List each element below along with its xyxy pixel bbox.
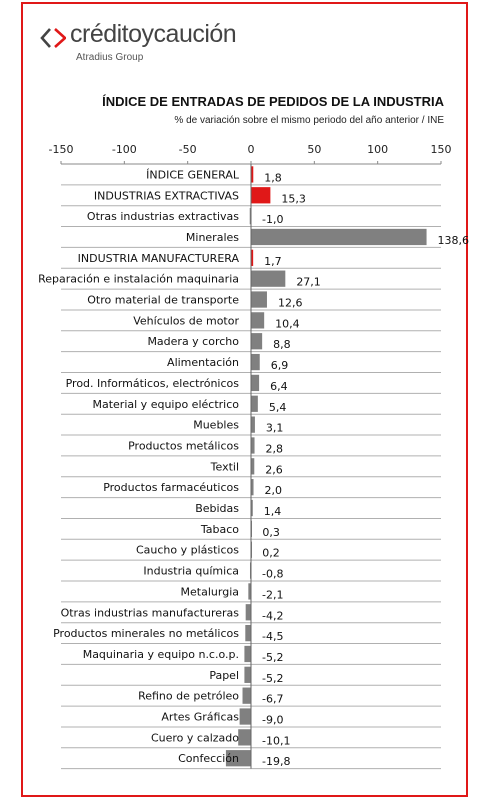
data-label: -6,7 [262, 693, 283, 706]
data-label: 10,4 [275, 317, 300, 330]
category-label: Confección [178, 752, 239, 765]
category-label: Productos minerales no metálicos [53, 627, 239, 640]
chart-title: ÍNDICE DE ENTRADAS DE PEDIDOS DE LA INDU… [102, 94, 444, 109]
data-label: 1,4 [264, 505, 282, 518]
x-tick-label: -150 [49, 143, 74, 156]
data-label: 27,1 [296, 276, 321, 289]
category-label: Metalurgia [181, 585, 239, 598]
category-label: Cuero y calzado [151, 731, 239, 744]
data-label: 0,2 [262, 547, 280, 560]
data-label: -9,0 [262, 714, 283, 727]
bar [251, 458, 255, 475]
data-label: -0,8 [262, 568, 283, 581]
data-label: -5,2 [262, 672, 283, 685]
category-label: INDUSTRIAS EXTRACTIVAS [94, 189, 239, 202]
category-label: ÍNDICE GENERAL [146, 168, 240, 181]
category-label: Minerales [186, 231, 239, 244]
category-label: Otro material de transporte [87, 294, 239, 307]
category-label: Textil [210, 460, 239, 473]
data-label: -1,0 [262, 213, 283, 226]
data-label: 3,1 [266, 422, 284, 435]
chart-subtitle: % de variación sobre el mismo periodo de… [174, 115, 444, 126]
brand-chevron-icon [40, 28, 66, 48]
category-label: Papel [209, 669, 239, 682]
x-tick-label: -50 [179, 143, 197, 156]
data-label: 0,3 [262, 526, 280, 539]
data-label: 12,6 [278, 297, 303, 310]
bar [251, 437, 255, 454]
bar [244, 645, 251, 663]
data-label: 138,6 [438, 234, 470, 247]
bar [251, 228, 427, 246]
category-label: Vehículos de motor [133, 314, 239, 327]
bar [251, 249, 254, 266]
x-tick-label: -100 [112, 143, 137, 156]
category-label: Productos metálicos [128, 439, 239, 452]
category-label: Otras industrias extractivas [87, 210, 239, 223]
bar [239, 708, 251, 725]
bar [249, 562, 251, 579]
data-label: 1,8 [264, 171, 282, 184]
category-label: Alimentación [167, 356, 239, 369]
bar [238, 729, 251, 746]
data-label: -2,1 [262, 588, 283, 601]
bar [251, 395, 258, 412]
category-label: Reparación e instalación maquinaria [38, 273, 239, 286]
x-tick-label: 150 [431, 143, 452, 156]
data-label: 5,4 [269, 401, 287, 414]
bar [251, 374, 260, 392]
category-label: Otras industrias manufactureras [61, 606, 240, 619]
bar [251, 291, 267, 308]
bar [251, 312, 265, 329]
category-label: Industria química [143, 565, 239, 578]
category-label: Maquinaria y equipo n.c.o.p. [83, 648, 239, 661]
data-label: 15,3 [281, 192, 306, 205]
x-tick-label: 100 [367, 143, 388, 156]
category-label: Material y equipo eléctrico [93, 398, 240, 411]
bar [251, 187, 271, 204]
category-label: Madera y corcho [147, 335, 239, 348]
data-label: 2,8 [266, 442, 284, 455]
bar [245, 624, 251, 642]
category-label: Prod. Informáticos, electrónicos [66, 377, 240, 390]
brand-subtitle: Atradius Group [76, 52, 144, 63]
data-label: -5,2 [262, 651, 283, 664]
data-label: -4,2 [262, 609, 283, 622]
bar [245, 604, 251, 621]
data-label: 6,4 [270, 380, 288, 393]
data-label: 2,6 [265, 463, 283, 476]
chart-frame [21, 2, 468, 797]
bar [249, 207, 251, 225]
bar [251, 416, 255, 433]
category-label: Bebidas [195, 502, 239, 515]
data-label: 6,9 [271, 359, 289, 372]
category-label: Caucho y plásticos [136, 544, 239, 557]
bar [251, 333, 263, 350]
bar [251, 166, 254, 183]
category-label: Productos farmacéuticos [103, 481, 239, 494]
data-label: -4,5 [262, 630, 283, 643]
bar [251, 353, 260, 371]
bar [251, 499, 253, 517]
bar [251, 270, 286, 287]
bar [251, 479, 254, 496]
data-label: 1,7 [264, 255, 282, 268]
category-label: INDUSTRIA MANUFACTURERA [78, 252, 240, 265]
data-label: -19,8 [262, 755, 290, 768]
category-label: Tabaco [200, 523, 239, 536]
data-label: -10,1 [262, 734, 290, 747]
bar [248, 583, 251, 600]
category-label: Refino de petróleo [138, 690, 239, 703]
bar [225, 750, 251, 767]
category-label: Muebles [193, 419, 239, 432]
bar [244, 666, 251, 683]
brand-name: créditoycaución [70, 20, 237, 48]
x-tick-label: 0 [248, 143, 255, 156]
bar [242, 687, 251, 704]
x-tick-label: 50 [307, 143, 321, 156]
data-label: 8,8 [273, 338, 291, 351]
category-label: Artes Gráficas [161, 711, 239, 724]
data-label: 2,0 [265, 484, 283, 497]
